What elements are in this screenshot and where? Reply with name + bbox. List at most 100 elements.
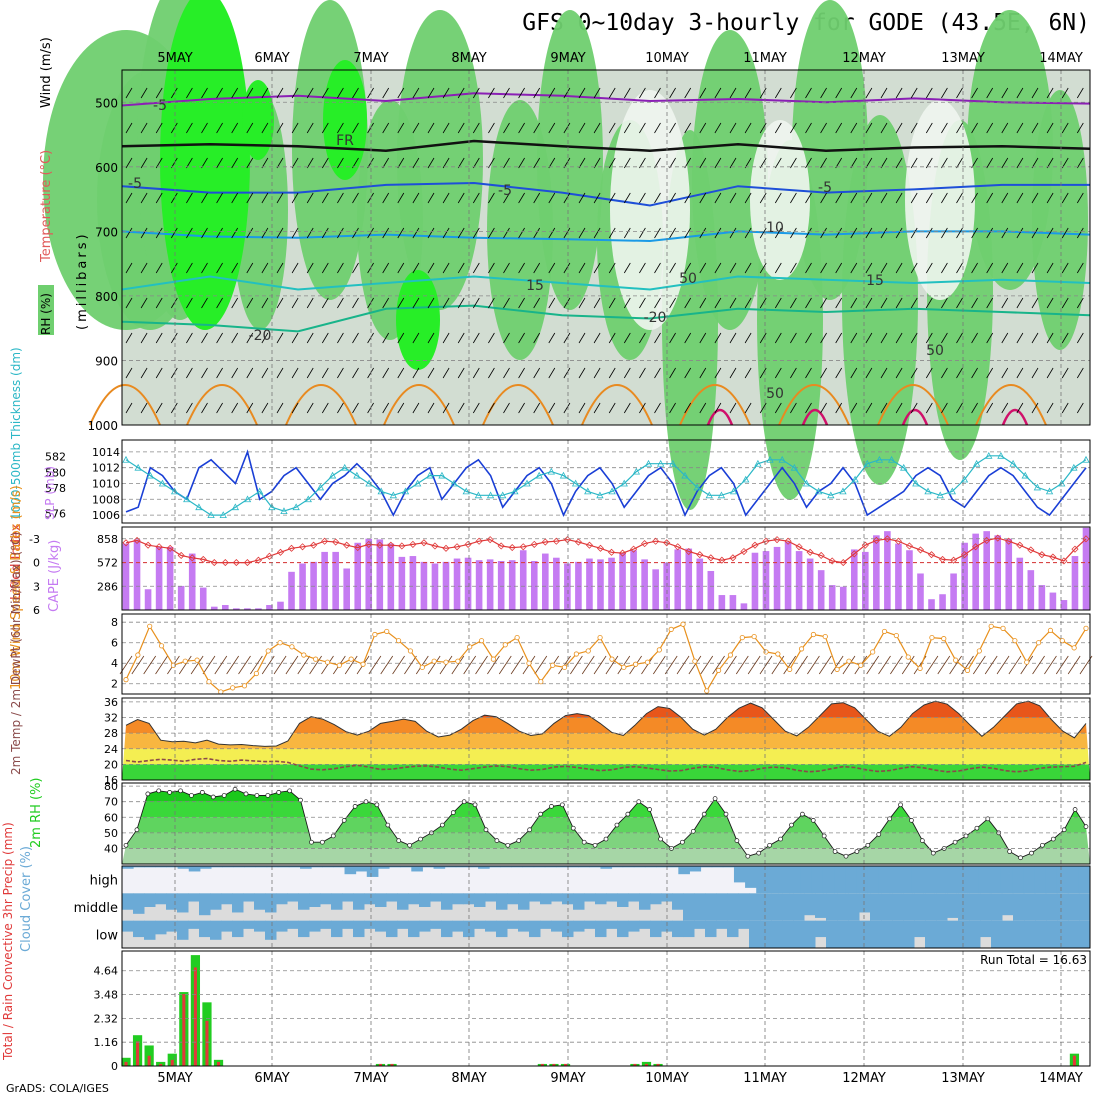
marker-li <box>133 536 141 545</box>
wind-barb <box>321 122 329 134</box>
xtick-bottom: 14MAY <box>1039 1071 1083 1086</box>
wind-barb <box>201 402 208 414</box>
rh-saturated <box>323 60 367 180</box>
precip-conv-bar <box>216 1061 221 1066</box>
cape-bar <box>166 546 174 610</box>
marker-thickness <box>705 491 713 499</box>
marker-li <box>872 536 880 545</box>
marker-li <box>276 548 285 556</box>
cape-bar <box>1016 557 1024 610</box>
marker-rh <box>134 827 140 833</box>
wind-barb <box>1076 192 1084 204</box>
marker-rh <box>440 822 445 828</box>
wind-barb <box>1076 262 1084 274</box>
wind-barb <box>820 157 827 169</box>
wind-barb <box>986 157 994 169</box>
wind-barb <box>910 87 918 99</box>
wind-barb <box>488 402 495 414</box>
wind-barb <box>865 262 873 274</box>
wind-barb <box>608 297 616 309</box>
wind-barb <box>865 332 873 344</box>
wind-barb <box>404 655 417 675</box>
marker-li <box>541 538 549 546</box>
cloud-cell-low <box>606 920 618 929</box>
wind-barb <box>608 192 616 204</box>
marker-rh <box>538 811 543 817</box>
marker-wind <box>929 634 935 641</box>
marker-thickness <box>547 467 555 475</box>
xtick-top: 6MAY <box>254 51 289 66</box>
marker-li <box>1071 545 1079 553</box>
wind-barb <box>956 402 963 414</box>
marker-wind <box>953 657 959 663</box>
ytick-precip: 3.48 <box>94 989 119 1002</box>
wind-barb <box>759 402 767 414</box>
wind-barb <box>214 655 228 675</box>
ylabel-mb: (millibars) <box>75 231 90 330</box>
marker-thickness <box>413 479 422 487</box>
wind-barb <box>463 655 477 675</box>
marker-wind <box>313 656 319 662</box>
marker-wind <box>668 626 674 632</box>
ytick-temp: 32 <box>104 712 118 725</box>
wind-barb <box>246 367 254 379</box>
wind-barb <box>639 122 646 134</box>
cloud-cell-low <box>914 920 926 938</box>
ytick-precip: 0 <box>111 1060 118 1073</box>
wind-barb <box>790 157 797 169</box>
wind-barb <box>774 402 782 414</box>
marker-rh <box>974 825 980 831</box>
wind-barb <box>125 227 133 239</box>
wind-barb <box>548 332 556 344</box>
cloud-cell-high <box>622 866 635 868</box>
ylabel-temp2m: 2m Temp / 2m DewPt (6hr Min/Max) (°C) <box>9 532 23 775</box>
wind-barb <box>231 192 239 204</box>
wind-barb <box>850 367 858 379</box>
ytick-slp: 1012 <box>92 462 120 475</box>
wind-barb <box>337 332 344 344</box>
marker-rh <box>265 793 271 798</box>
wind-barb <box>578 122 586 134</box>
wind-barb <box>291 332 299 344</box>
wind-barb <box>684 262 692 274</box>
cloud-cell-middle <box>1046 893 1058 921</box>
wind-barb <box>654 367 661 379</box>
wind-barb <box>790 367 797 379</box>
wind-barb <box>125 87 133 99</box>
wind-barb <box>155 655 168 675</box>
ytick-rh: 80 <box>104 780 118 793</box>
marker-li <box>1016 541 1024 549</box>
wind-barb <box>724 655 737 675</box>
marker-thickness <box>1058 479 1066 487</box>
wind-barb <box>744 227 752 239</box>
wind-barb <box>533 122 541 134</box>
cloud-cell-low <box>540 920 552 929</box>
cloud-cell-middle <box>958 893 970 921</box>
wind-barb <box>850 87 858 99</box>
cloud-cell-high <box>144 866 156 868</box>
wind-barb <box>337 367 344 379</box>
wind-barb <box>261 297 269 309</box>
marker-li <box>850 550 858 558</box>
marker-rh <box>549 804 554 809</box>
marker-wind <box>158 643 165 649</box>
cape-bar <box>409 556 417 610</box>
marker-rh <box>287 788 292 794</box>
marker-thickness <box>183 495 191 503</box>
cloud-cell-high <box>567 866 579 868</box>
wind-barb <box>548 157 556 169</box>
marker-rh <box>712 796 718 801</box>
marker-thickness <box>511 487 519 495</box>
marker-wind <box>692 658 698 664</box>
marker-wind <box>230 685 236 691</box>
marker-rh <box>200 789 205 795</box>
marker-li <box>298 543 307 551</box>
marker-li <box>729 554 737 562</box>
wind-barb <box>216 87 223 99</box>
marker-wind <box>538 679 544 685</box>
cloud-cell-middle <box>694 893 706 921</box>
marker-wind <box>704 688 710 694</box>
wind-barb <box>699 297 707 309</box>
cloud-cell-middle <box>1057 893 1069 921</box>
cloud-cell-middle <box>727 893 739 921</box>
